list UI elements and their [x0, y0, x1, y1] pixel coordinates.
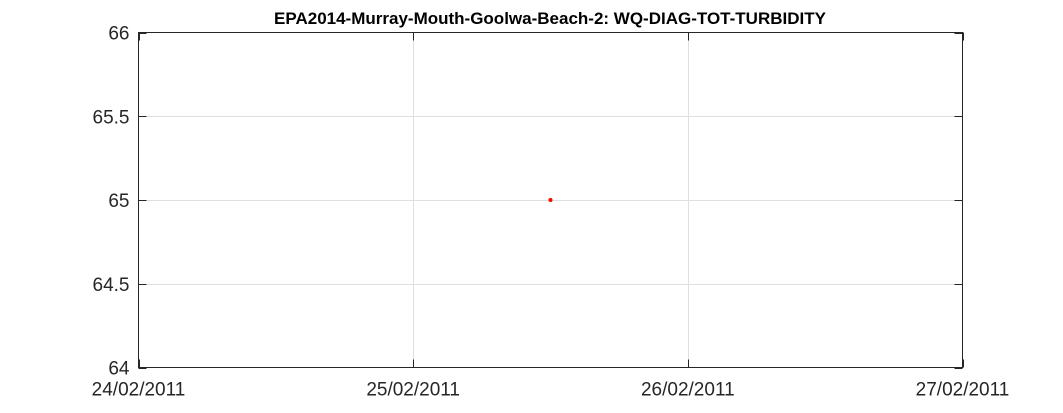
x-tick-label: 26/02/2011 — [641, 380, 735, 401]
plot-area — [138, 32, 963, 368]
tick-layer — [138, 32, 964, 369]
y-tick-label: 65.5 — [93, 107, 130, 128]
data-point — [548, 198, 553, 202]
x-tick-label: 24/02/2011 — [92, 380, 186, 401]
x-tick-label: 27/02/2011 — [916, 380, 1010, 401]
chart-title: EPA2014-Murray-Mouth-Goolwa-Beach-2: WQ-… — [274, 9, 827, 28]
x-tick-label: 25/02/2011 — [366, 380, 460, 401]
data-point-layer — [548, 198, 553, 202]
y-tick-label: 64.5 — [93, 275, 130, 296]
y-tick-label: 64 — [108, 359, 130, 380]
tick-label-layer: 24/02/2011 25/02/2011 26/02/2011 27/02/2011… — [92, 24, 1010, 401]
y-tick-label: 65 — [108, 191, 129, 212]
y-tick-label: 66 — [108, 24, 129, 45]
